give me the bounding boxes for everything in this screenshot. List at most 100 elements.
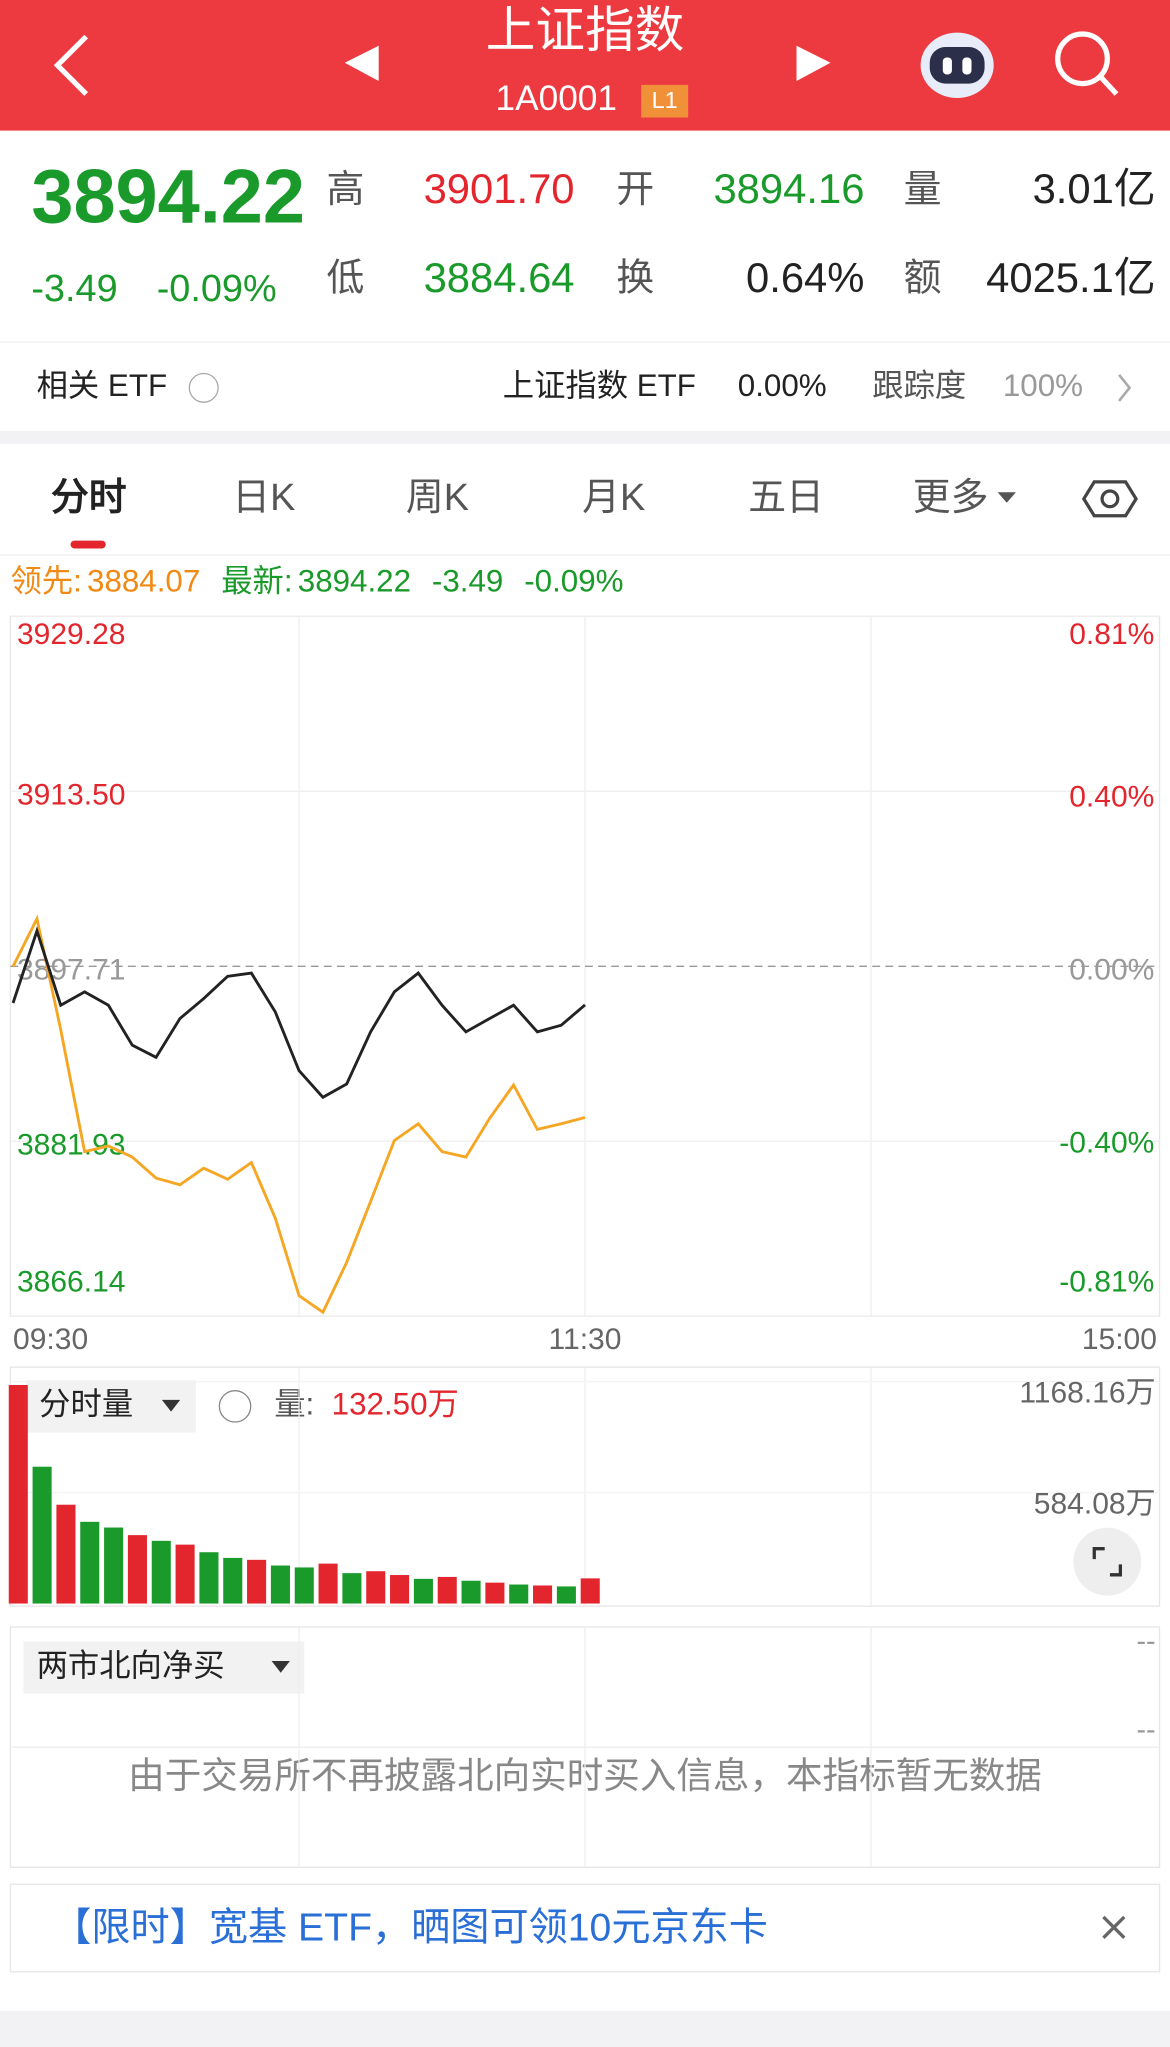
volume-bar bbox=[8, 1385, 28, 1604]
dash: -- bbox=[1136, 1714, 1155, 1746]
title: 上证指数 bbox=[486, 2, 684, 58]
y-tick-label: 3913.50 bbox=[17, 778, 126, 811]
value: 4025.1亿 bbox=[986, 254, 1156, 301]
badge: L1 bbox=[652, 87, 678, 113]
tab[interactable]: 五日 bbox=[748, 477, 824, 519]
volume-bar bbox=[556, 1586, 576, 1604]
tab[interactable]: 日K bbox=[232, 477, 295, 519]
volume-bar bbox=[223, 1557, 243, 1604]
north-title: 两市北向净买 bbox=[37, 1648, 225, 1683]
banner[interactable] bbox=[9, 1883, 1161, 1973]
price-line bbox=[11, 926, 586, 1100]
assistant-icon[interactable] bbox=[920, 32, 994, 98]
y-tick-label: 3929.28 bbox=[17, 618, 126, 651]
y2-tick-label: -0.81% bbox=[1059, 1266, 1154, 1299]
banner-text[interactable]: 【限时】宽基 ETF，晒图可领10元京东卡 bbox=[52, 1906, 768, 1949]
y2-tick-label: 0.00% bbox=[1069, 953, 1154, 986]
legend-label: 最新: bbox=[221, 564, 292, 599]
volume-bar bbox=[104, 1527, 124, 1604]
tab[interactable]: 更多 bbox=[913, 477, 989, 519]
settings-icon-dot bbox=[1100, 489, 1120, 509]
gap bbox=[0, 430, 1170, 444]
prev-button[interactable] bbox=[344, 45, 379, 81]
back-button[interactable] bbox=[53, 34, 89, 96]
close-button[interactable] bbox=[1102, 1915, 1126, 1939]
y2-tick-label: -0.40% bbox=[1059, 1126, 1154, 1159]
tab[interactable]: 周K bbox=[406, 477, 469, 519]
volume-bar bbox=[199, 1552, 219, 1604]
y-tick-label: 1168.16万 bbox=[1019, 1377, 1155, 1410]
value: 3.01亿 bbox=[1033, 165, 1156, 212]
etf-change: 0.00% bbox=[738, 368, 827, 403]
x-tick-label: 09:30 bbox=[13, 1323, 88, 1356]
legend-value: 3894.22 bbox=[298, 564, 411, 599]
price: 3894.22 bbox=[31, 154, 305, 239]
volume-bar bbox=[56, 1504, 76, 1604]
volume-bar bbox=[151, 1540, 171, 1604]
dash: -- bbox=[1136, 1625, 1155, 1657]
volume-bar bbox=[294, 1567, 314, 1604]
volume-bar bbox=[32, 1466, 52, 1604]
x-tick-label: 11:30 bbox=[549, 1323, 622, 1356]
label: 高 bbox=[326, 169, 364, 211]
label: 额 bbox=[904, 258, 942, 300]
etf-label: 相关 ETF bbox=[37, 368, 168, 403]
value: 3894.16 bbox=[713, 165, 864, 212]
y-tick-label: 3866.14 bbox=[17, 1266, 126, 1299]
search-icon[interactable] bbox=[1055, 31, 1119, 96]
legend-pct: -0.09% bbox=[524, 564, 623, 599]
volume-bar bbox=[270, 1565, 290, 1604]
volume-title: 分时量 bbox=[39, 1387, 133, 1422]
volume-label: 量: bbox=[274, 1387, 314, 1422]
volume-bar bbox=[390, 1575, 410, 1604]
x-tick-label: 15:00 bbox=[1082, 1323, 1157, 1356]
y-tick-label: 3897.71 bbox=[17, 953, 126, 986]
track: 100% bbox=[1003, 368, 1083, 403]
label: 换 bbox=[616, 258, 654, 300]
dropdown-arrow bbox=[271, 1660, 290, 1673]
change: -3.49 bbox=[31, 268, 117, 310]
volume-current: 132.50万 bbox=[332, 1387, 459, 1422]
legend-value: 3884.07 bbox=[87, 564, 200, 599]
legend-change: -3.49 bbox=[432, 564, 503, 599]
expand-icon bbox=[1092, 1547, 1123, 1577]
volume-bar bbox=[580, 1578, 600, 1604]
next-button[interactable] bbox=[796, 45, 831, 81]
help-icon[interactable] bbox=[188, 372, 219, 403]
volume-bar bbox=[437, 1576, 457, 1604]
y2-tick-label: 0.40% bbox=[1069, 781, 1154, 814]
settings-icon[interactable] bbox=[1081, 480, 1138, 518]
expand-button[interactable] bbox=[1073, 1527, 1142, 1596]
legend: 领先: 3884.07 最新: 3894.22 -3.49 -0.09% bbox=[10, 564, 623, 599]
badge-bg bbox=[641, 84, 689, 118]
tabs: 分时 日K 周K 月K 五日 更多 bbox=[51, 477, 989, 519]
dropdown-arrow[interactable] bbox=[997, 492, 1016, 503]
value: 0.64% bbox=[746, 254, 864, 301]
price-line bbox=[11, 914, 586, 1315]
chevron[interactable] bbox=[1118, 373, 1132, 402]
change-pct: -0.09% bbox=[157, 268, 277, 310]
tab[interactable]: 分时 bbox=[51, 477, 127, 519]
y-tick-label: 584.08万 bbox=[1034, 1488, 1156, 1521]
volume-bar bbox=[247, 1559, 267, 1604]
legend-label: 领先: bbox=[10, 564, 81, 599]
label: 量 bbox=[904, 169, 942, 211]
north-dropdown[interactable] bbox=[23, 1641, 305, 1694]
tab[interactable]: 月K bbox=[582, 477, 645, 519]
y2-tick-label: 0.81% bbox=[1069, 618, 1154, 651]
volume-bar bbox=[533, 1585, 553, 1604]
volume-bar bbox=[461, 1580, 481, 1604]
bottom-gap bbox=[0, 2010, 1170, 2047]
value: 3884.64 bbox=[424, 254, 575, 301]
label: 低 bbox=[326, 258, 364, 300]
volume-bar bbox=[80, 1521, 100, 1604]
etf-name[interactable]: 上证指数 ETF bbox=[503, 368, 696, 403]
help-icon[interactable] bbox=[218, 1390, 252, 1423]
volume-bar bbox=[509, 1584, 529, 1604]
value: 3901.70 bbox=[424, 165, 575, 212]
dropdown-arrow bbox=[161, 1399, 181, 1412]
volume-bar bbox=[485, 1582, 505, 1604]
volume-bar bbox=[366, 1571, 386, 1604]
